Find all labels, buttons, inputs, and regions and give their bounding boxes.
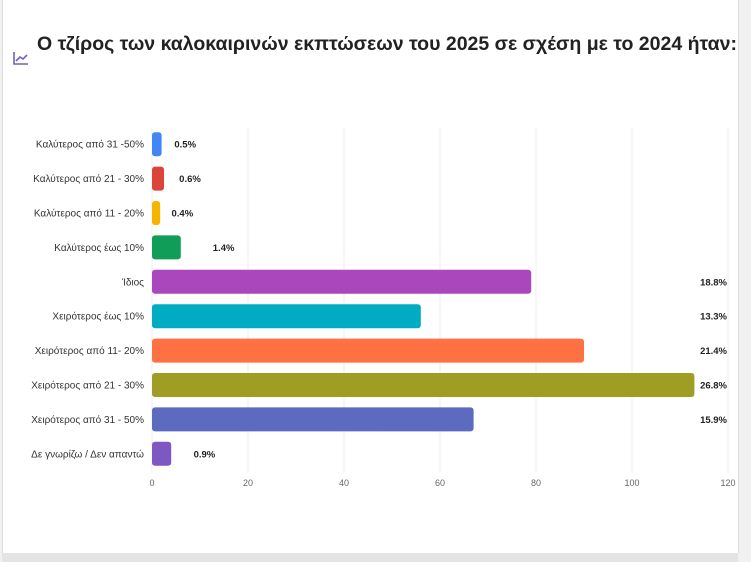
chart-title: Ο τζίρος των καλοκαιρινών εκπτώσεων του … [37, 33, 737, 55]
data-label: 21.4% [700, 346, 727, 357]
data-label: 26.8% [700, 381, 727, 392]
bar [152, 132, 162, 157]
category-label: Χειρότερος από 11- 20% [35, 345, 144, 357]
x-tick-label: 40 [339, 478, 349, 488]
bar [152, 201, 161, 225]
x-tick-label: 100 [624, 478, 639, 488]
data-label: 0.9% [194, 449, 216, 460]
bar [152, 304, 421, 329]
category-label: Δε γνωρίζω / Δεν απαντώ [31, 448, 144, 460]
category-label: Χειρότερος από 21 - 30% [31, 380, 144, 392]
data-label: 0.6% [179, 174, 201, 185]
category-label: Καλύτερος έως 10% [54, 242, 144, 254]
data-label: 0.4% [171, 209, 193, 220]
data-label: 1.4% [213, 243, 235, 254]
bar [152, 441, 172, 466]
bar [152, 166, 164, 191]
card-footer-strip [2, 553, 738, 562]
x-tick-label: 120 [720, 478, 735, 488]
category-label: Καλύτερος από 11 - 20% [34, 208, 144, 220]
category-label: Ίδιος [121, 277, 144, 288]
x-tick-label: 0 [149, 478, 154, 488]
category-label: Χειρότερος από 31 - 50% [31, 414, 144, 426]
line-chart-icon [13, 52, 28, 65]
data-label: 15.9% [700, 415, 727, 426]
x-tick-label: 80 [531, 478, 541, 488]
bar [152, 407, 474, 432]
category-label: Καλύτερος από 21 - 30% [33, 173, 144, 185]
category-label: Χειρότερος έως 10% [52, 311, 144, 323]
x-tick-label: 60 [435, 478, 445, 488]
data-label: 0.5% [174, 140, 196, 151]
bar [152, 269, 532, 294]
data-label: 18.8% [700, 277, 727, 288]
bar [152, 373, 695, 397]
bar [152, 338, 584, 363]
bar [152, 235, 181, 260]
data-label: 13.3% [700, 312, 727, 323]
x-tick-label: 20 [243, 478, 253, 488]
category-label: Καλύτερος από 31 -50% [36, 139, 144, 151]
